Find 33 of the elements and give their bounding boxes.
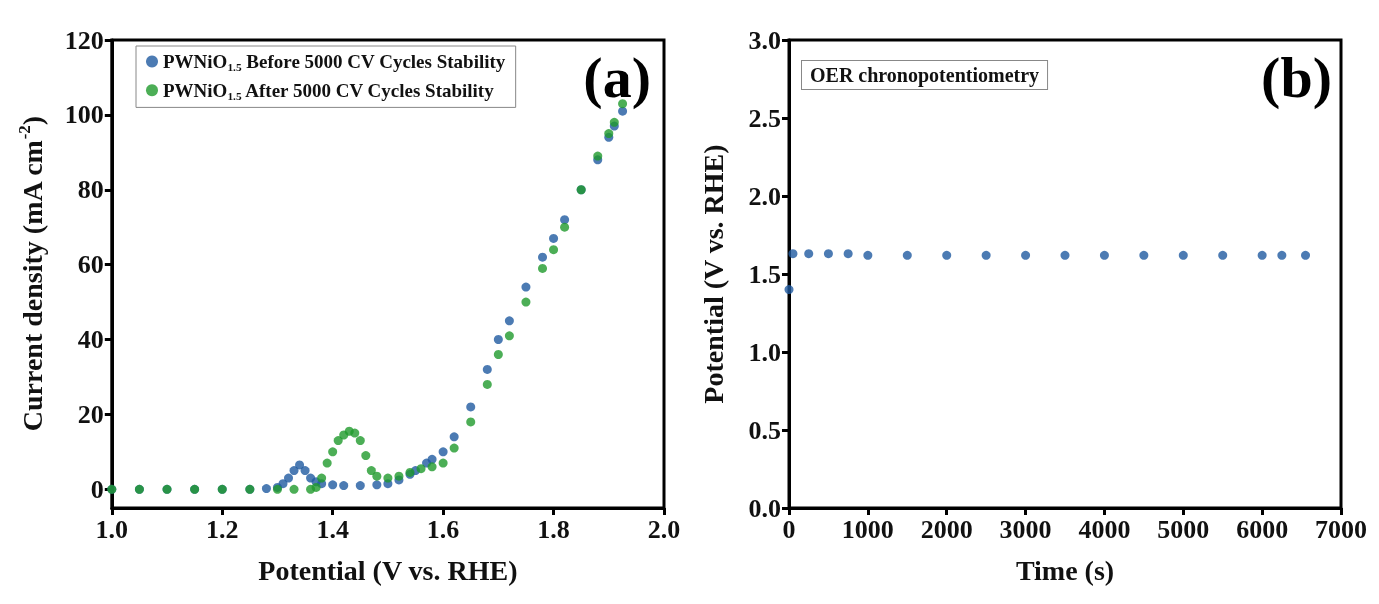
y-tick-label: 0.5 — [748, 415, 781, 445]
x-axis-title: Time (s) — [1015, 554, 1115, 586]
x-tick-label: 1.8 — [537, 514, 570, 544]
y-axis-title: Current density (mA cm-2) — [15, 116, 49, 432]
y-tick-label: 1.5 — [748, 259, 781, 289]
x-tick-label: 1.6 — [426, 514, 460, 544]
annotation: OER chronopotentiometry — [810, 64, 1040, 87]
annotation: (a) — [583, 44, 652, 110]
x-axis-title: Potential (V vs. RHE) — [258, 554, 518, 586]
y-tick-label: 40 — [77, 325, 104, 355]
y-axis-title: Potential (V vs. RHE) — [697, 144, 729, 404]
x-tick-label: 1.4 — [316, 514, 349, 544]
x-tick-label: 4000 — [1078, 514, 1131, 544]
y-tick-label: 120 — [64, 25, 104, 55]
x-tick-label: 3000 — [999, 514, 1052, 544]
y-tick-label: 3.0 — [748, 25, 781, 55]
y-tick-label: 0 — [90, 474, 104, 504]
y-tick-label: 2.0 — [748, 181, 781, 211]
y-tick-label: 100 — [64, 100, 104, 130]
y-tick-label: 80 — [77, 175, 104, 205]
x-tick-label: 1000 — [841, 514, 894, 544]
x-tick-label: 2000 — [920, 514, 973, 544]
x-tick-label: 1.2 — [205, 514, 239, 544]
y-tick-label: 20 — [77, 399, 104, 429]
x-tick-label: 5000 — [1157, 514, 1210, 544]
y-tick-label: 0.0 — [748, 493, 781, 523]
y-tick-label: 1.0 — [748, 337, 781, 367]
y-tick-label: 60 — [77, 250, 104, 280]
y-tick-label: 2.5 — [748, 103, 781, 133]
x-tick-label: 2.0 — [647, 514, 681, 544]
x-tick-label: 6000 — [1236, 514, 1289, 544]
annotation: (b) — [1261, 44, 1332, 110]
x-tick-label: 7000 — [1315, 514, 1367, 544]
